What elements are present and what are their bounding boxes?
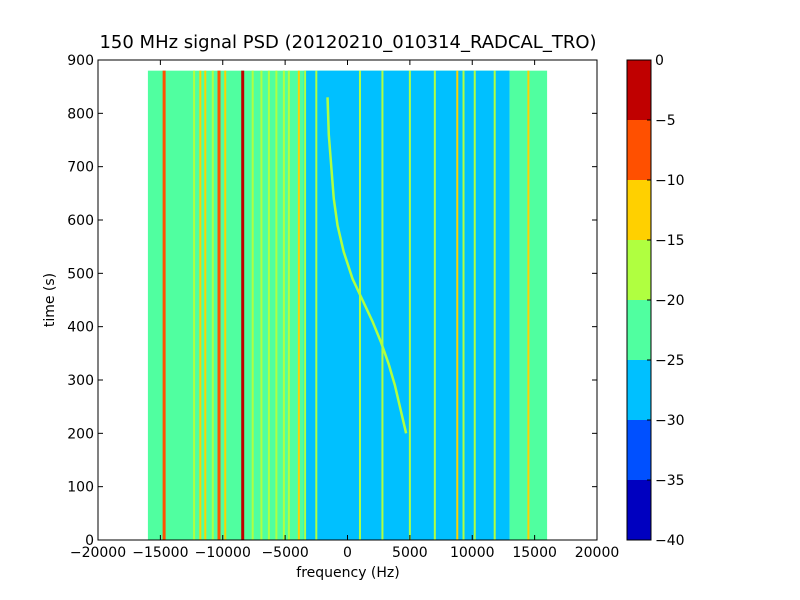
y-tick-label: 500 (67, 266, 94, 282)
colorbar-tick-label: −35 (655, 473, 685, 489)
chart-title: 150 MHz signal PSD (20120210_010314_RADC… (99, 32, 596, 53)
y-tick-label: 100 (67, 480, 94, 496)
y-tick-label: 700 (67, 160, 94, 176)
colorbar-band-6 (627, 120, 651, 180)
colorbar-tick-label: −30 (655, 413, 685, 429)
colorbar-tick-label: 0 (655, 53, 664, 69)
colorbar-band-5 (627, 180, 651, 240)
x-tick-label: −20000 (70, 545, 126, 561)
y-tick-label: 900 (67, 53, 94, 69)
axes: −20000 −15000 −10000 −5000 0 5000 10000 15000 20… (67, 53, 619, 561)
colorbar-band-2 (627, 360, 651, 420)
x-tick-label: 5000 (392, 545, 428, 561)
x-tick-label: 20000 (575, 545, 620, 561)
x-tick-label: 0 (343, 545, 352, 561)
y-axis-label: time (s) (42, 273, 58, 327)
colorbar-band-7 (627, 60, 651, 120)
plot-area (147, 70, 548, 541)
y-tick-label: 800 (67, 106, 94, 122)
x-tick-label: −10000 (195, 545, 251, 561)
y-tick-label: 200 (67, 426, 94, 442)
colorbar-band-0 (627, 480, 651, 540)
colorbar-band-3 (627, 300, 651, 360)
x-tick-label: −15000 (132, 545, 188, 561)
x-tick-label: −5000 (261, 545, 308, 561)
x-tick-label: 10000 (450, 545, 495, 561)
colorbar-tick-label: −40 (655, 533, 685, 549)
colorbar-band-4 (627, 240, 651, 300)
colorbar-tick-label: −25 (655, 353, 685, 369)
colorbar-tick-label: −20 (655, 293, 685, 309)
doppler-track (326, 97, 408, 434)
y-tick-label: 300 (67, 373, 94, 389)
x-axis-label: frequency (Hz) (296, 565, 399, 581)
y-tick-label: 600 (67, 213, 94, 229)
y-tick-label: 0 (85, 533, 94, 549)
colorbar-tick-label: −15 (655, 233, 685, 249)
colorbar-tick-label: −5 (655, 113, 676, 129)
colorbar: −40 −35 −30 −25 −20 −15 −10 −5 0 (626, 53, 685, 549)
colorbar-band-1 (627, 420, 651, 480)
colorbar-tick-label: −10 (655, 173, 685, 189)
x-tick-label: 15000 (512, 545, 557, 561)
psd-region-1 (303, 70, 510, 541)
y-tick-label: 400 (67, 320, 94, 336)
